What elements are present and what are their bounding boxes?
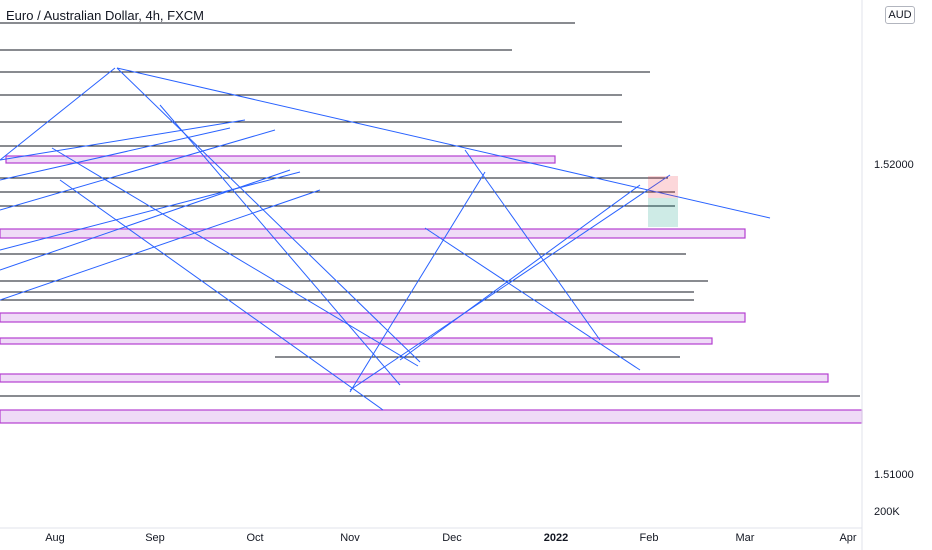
position-reward-zone bbox=[648, 198, 678, 227]
trend-line bbox=[0, 189, 321, 301]
x-tick-label: Apr bbox=[839, 532, 856, 544]
zone-rect bbox=[0, 228, 746, 239]
x-tick-label: 2022 bbox=[544, 532, 568, 544]
y-tick-label: 1.52000 bbox=[874, 159, 914, 171]
trend-line bbox=[116, 67, 771, 219]
x-tick-label: Sep bbox=[145, 532, 165, 544]
x-tick-label: Aug bbox=[45, 532, 65, 544]
x-tick-label: Feb bbox=[640, 532, 659, 544]
price-axis: 1.510001.520001.530001.540001.550001.560… bbox=[861, 0, 914, 550]
x-tick-label: Dec bbox=[442, 532, 462, 544]
trend-line bbox=[349, 171, 486, 393]
horizontal-levels bbox=[0, 22, 860, 397]
volume-scale-label: 200K bbox=[874, 506, 900, 518]
trend-line bbox=[0, 171, 301, 251]
zone-rect bbox=[0, 373, 829, 383]
trend-line bbox=[59, 179, 384, 411]
trend-line bbox=[464, 149, 601, 341]
y-tick-label: 1.51000 bbox=[874, 469, 914, 481]
trend-line bbox=[159, 104, 401, 386]
trend-line bbox=[0, 129, 276, 211]
trend-line bbox=[0, 127, 231, 181]
zone-rect bbox=[0, 312, 746, 323]
x-tick-label: Mar bbox=[736, 532, 755, 544]
currency-button[interactable]: AUD bbox=[885, 6, 915, 24]
zone-rect bbox=[0, 337, 713, 345]
trend-line bbox=[424, 227, 641, 371]
position-risk-zone bbox=[648, 176, 678, 198]
trend-line bbox=[116, 67, 421, 363]
position-tool bbox=[648, 176, 678, 227]
x-tick-label: Oct bbox=[246, 532, 263, 544]
time-axis: Aug Sep Oct Nov Dec 2022 Feb Mar Apr bbox=[0, 527, 862, 544]
trend-line bbox=[0, 67, 116, 161]
trend-line bbox=[399, 184, 641, 361]
chart-title: Euro / Australian Dollar, 4h, FXCM bbox=[6, 8, 204, 23]
trend-line bbox=[0, 169, 291, 271]
zone-rect bbox=[0, 409, 863, 424]
trend-line bbox=[51, 147, 419, 367]
trend-line bbox=[349, 174, 671, 391]
zone-rect bbox=[5, 155, 556, 164]
trendlines bbox=[0, 67, 771, 411]
trend-line bbox=[0, 119, 246, 161]
x-tick-label: Nov bbox=[340, 532, 360, 544]
support-resistance-zones bbox=[0, 155, 863, 424]
